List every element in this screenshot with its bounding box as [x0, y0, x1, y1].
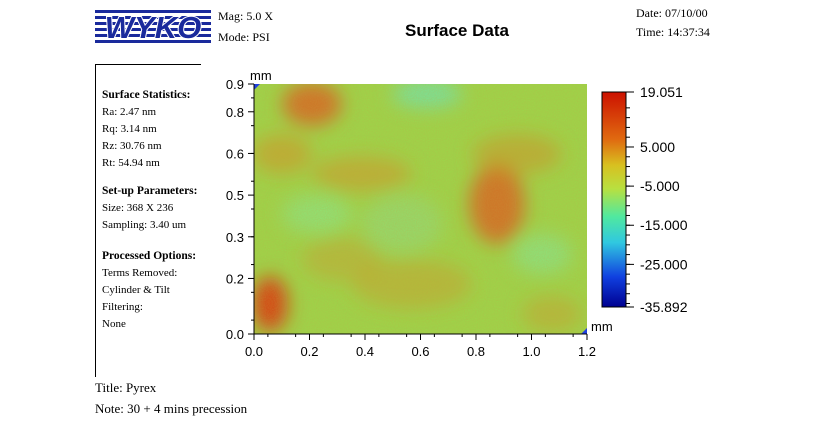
mode-label: Mode:: [218, 30, 250, 44]
processed-options-header: Processed Options:: [102, 250, 197, 262]
colorbar-label: -5.000: [640, 178, 680, 194]
colorbar-label: 5.000: [640, 139, 675, 155]
y-axis-unit: mm: [250, 68, 272, 83]
mag-label: Mag:: [218, 9, 244, 23]
y-tick-label: 0.8: [226, 105, 244, 120]
y-tick-label: 0.3: [226, 230, 244, 245]
colorbar-unit: nm: [605, 80, 623, 82]
terms-removed-label: Terms Removed:: [102, 267, 178, 279]
rz-value: Rz: 30.76 nm: [102, 140, 162, 152]
setup-parameters-header: Set-up Parameters:: [102, 185, 198, 197]
rq-value: Rq: 3.14 nm: [102, 123, 157, 135]
ra-value: Ra: 2.47 nm: [102, 106, 157, 118]
colorbar: nm 19.051 5.000 -5.000 -15.000 -25.000 -35.89…: [601, 80, 688, 315]
date-value: 07/10/00: [665, 6, 708, 20]
y-tick-label: 0.5: [226, 188, 244, 203]
date-label: Date:: [636, 6, 662, 20]
colorbar-minor-ticks: [626, 107, 630, 305]
x-tick-label: 0.2: [300, 344, 318, 359]
time-label: Time:: [636, 25, 665, 39]
size-value: Size: 368 X 236: [102, 202, 174, 214]
processed-options-group: Processed Options: Terms Removed: Cylind…: [102, 248, 196, 333]
setup-parameters-group: Set-up Parameters: Size: 368 X 236 Sampl…: [102, 183, 197, 234]
footer-title-line: Title: Pyrex: [95, 380, 156, 396]
x-tick-label: 1.2: [578, 344, 596, 359]
colorbar-label: -35.892: [640, 299, 688, 315]
footer-note-label: Note:: [95, 401, 124, 416]
x-tick-label: 0.6: [411, 344, 429, 359]
surface-statistics-header: Surface Statistics:: [102, 89, 191, 101]
footer-note-value: 30 + 4 mins precession: [127, 401, 248, 416]
date-line: Date: 07/10/00: [636, 6, 708, 21]
x-tick-label: 0.8: [467, 344, 485, 359]
filtering-value: None: [102, 318, 126, 330]
page-title: Surface Data: [405, 21, 509, 40]
filtering-label: Filtering:: [102, 301, 143, 313]
colorbar-gradient: [601, 91, 627, 308]
heatmap-image: [254, 84, 587, 334]
y-tick-label: 0.6: [226, 146, 244, 161]
colorbar-labels: 19.051 5.000 -5.000 -15.000 -25.000 -35.892: [626, 84, 688, 315]
y-tick-label: 0.9: [226, 77, 244, 92]
footer-note-line: Note: 30 + 4 mins precession: [95, 401, 247, 417]
cylinder-tilt-value: Cylinder & Tilt: [102, 284, 170, 296]
x-axis-ticks: 0.0 0.2 0.4 0.6 0.8 1.0 1.2: [245, 334, 596, 359]
logo-stripes: [95, 10, 211, 43]
magnification-line: Mag: 5.0 X: [218, 9, 273, 24]
mag-value: 5.0 X: [246, 9, 274, 23]
mode-value: PSI: [252, 30, 270, 44]
logo-text: WYKO: [105, 10, 201, 44]
x-tick-label: 0.0: [245, 344, 263, 359]
x-tick-label: 1.0: [522, 344, 540, 359]
y-tick-label: 0.0: [226, 327, 244, 342]
colorbar-label: -25.000: [640, 256, 688, 272]
footer-title-value: Pyrex: [125, 380, 157, 395]
time-line: Time: 14:37:34: [636, 25, 710, 40]
sampling-value: Sampling: 3.40 um: [102, 219, 187, 231]
y-axis-ticks: 0.0 0.2 0.3 0.5 0.6 0.8 0.9: [226, 77, 254, 342]
rt-value: Rt: 54.94 nm: [102, 157, 160, 169]
corner-marker-bottom-right: [581, 328, 587, 334]
x-axis-unit: mm: [591, 319, 613, 334]
colorbar-label: -15.000: [640, 217, 688, 233]
surface-statistics-group: Surface Statistics: Ra: 2.47 nm Rq: 3.14…: [102, 87, 190, 172]
surface-heatmap-plot: 0.0 0.2 0.4 0.6 0.8 1.0 1.2 0.0 0.2 0.3 0.5 0.6 0.8…: [226, 68, 613, 359]
corner-marker-top-left: [254, 84, 260, 90]
mode-line: Mode: PSI: [218, 30, 270, 45]
time-value: 14:37:34: [667, 25, 710, 39]
footer-title-label: Title:: [95, 380, 123, 395]
wyko-logo: WYKO: [95, 9, 211, 44]
colorbar-label: 19.051: [640, 84, 683, 100]
y-tick-label: 0.2: [226, 271, 244, 286]
x-tick-label: 0.4: [356, 344, 374, 359]
statistics-panel: Surface Statistics: Ra: 2.47 nm Rq: 3.14…: [95, 64, 201, 377]
